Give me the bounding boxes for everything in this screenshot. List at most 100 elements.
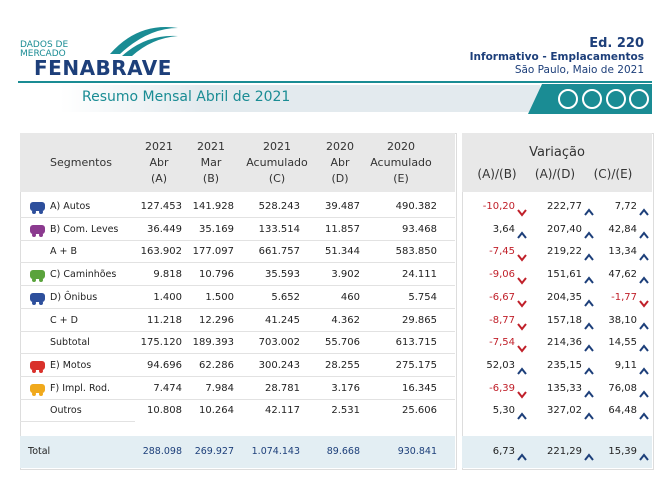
arrow-icon: [517, 367, 527, 375]
arrow-icon: [639, 367, 649, 375]
column-header: Acumulado: [370, 156, 432, 169]
arrow-icon: [639, 389, 649, 398]
cell: 25.606: [402, 405, 437, 417]
arrow: [584, 338, 594, 352]
arrow: [639, 247, 649, 262]
arrow: [517, 225, 527, 239]
cell: 1.400: [153, 291, 182, 303]
segment-header: Segmentos: [50, 156, 112, 169]
arrow-icon: [517, 322, 527, 331]
cell: 12.296: [199, 314, 234, 326]
cell: 175.120: [140, 337, 182, 349]
row-line: [20, 217, 455, 218]
cell: 661.757: [258, 246, 300, 258]
variation-cell: -7,54: [489, 337, 515, 349]
variation-cell: 204,35: [547, 291, 582, 303]
arrow-icon: [639, 253, 649, 262]
variation-cell: 235,15: [547, 359, 582, 371]
column-header: 2020: [387, 140, 415, 153]
column-header: (D): [331, 172, 349, 185]
column-header: 2021: [197, 140, 225, 153]
variation-column-header: (A)/(B): [477, 167, 517, 181]
cell: 62.286: [199, 359, 234, 371]
cell: 10.264: [199, 405, 234, 417]
arrow-icon: [639, 453, 649, 461]
row-label: E) Motos: [50, 359, 92, 371]
arrow: [517, 447, 527, 461]
cell: 930.841: [397, 446, 437, 457]
cell: 51.344: [325, 246, 360, 258]
variation-column-header: (C)/(E): [593, 167, 633, 181]
arrow-icon: [517, 345, 527, 353]
cell: 703.002: [258, 337, 300, 349]
cell: 189.393: [192, 337, 234, 349]
variation-cell: 9,11: [614, 359, 637, 371]
cell: 9.818: [153, 269, 182, 281]
variation-cell: 76,08: [608, 382, 637, 394]
row-line: [20, 262, 455, 264]
place-date: São Paulo, Maio de 2021: [514, 64, 644, 76]
variation-cell: -6,39: [489, 382, 515, 394]
column-header: (C): [268, 172, 286, 185]
row-line: [20, 307, 455, 309]
arrow: [584, 316, 594, 330]
row-label: A + B: [50, 246, 78, 258]
cell: 39.487: [325, 201, 360, 212]
arrow: [517, 293, 527, 308]
variation-cell: 13,34: [608, 246, 637, 258]
row-line: [20, 353, 455, 355]
cell: 1.500: [205, 291, 234, 303]
variation-cell: 7,72: [614, 201, 637, 212]
cell: 300.243: [258, 359, 300, 371]
row-label: Subtotal: [50, 337, 90, 349]
cell: 5.754: [408, 291, 437, 303]
column-header: 2021: [145, 140, 173, 153]
arrow: [517, 270, 527, 285]
edition: Ed. 220: [589, 36, 644, 51]
total-label: Total: [28, 446, 51, 457]
banner-icons: [528, 84, 652, 114]
segment-icon: [29, 222, 46, 237]
variation-cell: 207,40: [547, 223, 582, 235]
arrow-icon: [517, 300, 527, 308]
variation-cell: 15,39: [608, 446, 637, 457]
cell: 141.928: [192, 201, 234, 212]
arrow: [639, 384, 649, 398]
row-label: F) Impl. Rod.: [50, 382, 110, 394]
logo-top: DADOS DE MERCADO: [20, 41, 68, 59]
cell: 3.176: [331, 382, 360, 394]
column-header: (B): [202, 172, 220, 185]
cell: 127.453: [140, 201, 182, 212]
subtitle: Informativo - Emplacamentos: [469, 51, 644, 63]
variation-cell: 6,73: [492, 446, 515, 457]
cell: 613.715: [395, 337, 437, 349]
arrow-icon: [639, 344, 649, 352]
cell: 11.218: [147, 314, 182, 326]
segment-icon: [29, 290, 46, 305]
arrow-icon: [517, 209, 527, 217]
arrow-icon: [584, 276, 594, 284]
arrow-icon: [584, 344, 594, 352]
arrow: [517, 361, 527, 375]
variation-cell: 5,30: [492, 405, 515, 417]
arrow-icon: [517, 277, 527, 285]
icon: [30, 270, 45, 283]
variation-cell: 42,84: [608, 223, 637, 235]
arrow: [584, 202, 594, 216]
arrow-icon: [584, 299, 594, 307]
cell: 93.468: [402, 223, 437, 235]
arrow-icon: [639, 321, 649, 330]
column-header: Abr: [330, 156, 350, 169]
arrow-icon: [639, 276, 649, 284]
arrow: [639, 225, 649, 239]
cell: 28.781: [265, 382, 300, 394]
cell: 42.117: [265, 405, 300, 417]
arrow: [584, 293, 594, 307]
variation-cell: 14,55: [608, 337, 637, 349]
variation-cell: -9,06: [489, 269, 515, 281]
segment-icon: [29, 381, 46, 396]
arrow-icon: [517, 390, 527, 399]
cell: 7.474: [153, 382, 182, 394]
icon: [30, 383, 45, 396]
